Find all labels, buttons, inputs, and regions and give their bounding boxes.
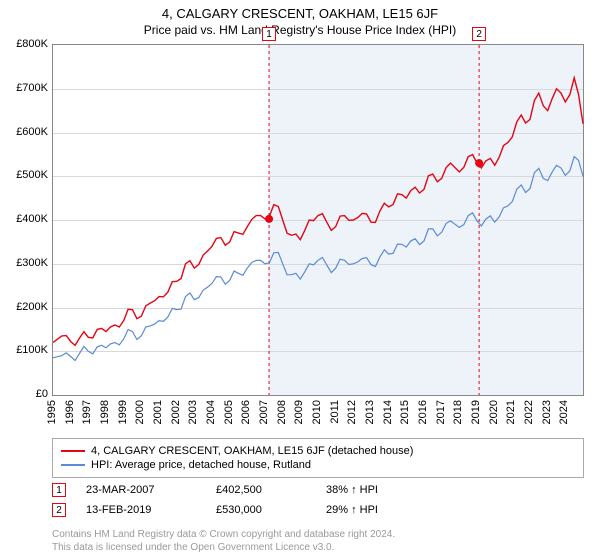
x-axis-label: 2007 [258,400,270,424]
attribution-line: This data is licensed under the Open Gov… [52,542,584,555]
x-axis-label: 2015 [399,400,411,424]
series-line [53,157,583,361]
sale-date: 23-MAR-2007 [86,484,196,496]
sale-date: 13-FEB-2019 [86,504,196,516]
x-axis-label: 2009 [293,400,305,424]
x-axis-label: 2013 [364,400,376,424]
y-axis-label: £200K [4,301,48,313]
x-axis-label: 2020 [488,400,500,424]
sale-marker-icon: 1 [52,483,66,497]
chart-subtitle: Price paid vs. HM Land Registry's House … [0,21,600,41]
x-axis-label: 2008 [276,400,288,424]
x-axis-label: 2023 [541,400,553,424]
sales-table: 1 23-MAR-2007 £402,500 38% ↑ HPI 2 13-FE… [52,480,584,520]
sale-marker-icon: 2 [52,503,66,517]
sale-row: 2 13-FEB-2019 £530,000 29% ↑ HPI [52,500,584,520]
x-axis-label: 2001 [152,400,164,424]
x-axis-label: 1999 [117,400,129,424]
y-axis-label: £100K [4,344,48,356]
x-axis-label: 1997 [81,400,93,424]
sale-delta: 38% ↑ HPI [326,484,416,496]
sale-row: 1 23-MAR-2007 £402,500 38% ↑ HPI [52,480,584,500]
sale-marker-flag: 2 [472,27,486,41]
y-axis-label: £600K [4,126,48,138]
x-axis-label: 2019 [470,400,482,424]
x-axis-label: 2016 [417,400,429,424]
chart-title: 4, CALGARY CRESCENT, OAKHAM, LE15 6JF [0,0,600,21]
sale-marker-flag: 1 [262,27,276,41]
x-axis-label: 2006 [240,400,252,424]
x-axis-label: 2002 [170,400,182,424]
x-axis-label: 1996 [64,400,76,424]
y-axis-label: £0 [4,388,48,400]
plot-area: 12 [52,44,584,396]
attribution: Contains HM Land Registry data © Crown c… [52,529,584,554]
x-axis-label: 2022 [523,400,535,424]
sale-price: £402,500 [216,484,306,496]
y-axis-label: £300K [4,257,48,269]
y-axis-label: £800K [4,38,48,50]
x-axis-label: 2000 [134,400,146,424]
x-axis-label: 2024 [558,400,570,424]
x-axis-label: 2003 [187,400,199,424]
chart-svg [53,45,583,395]
y-axis-label: £500K [4,169,48,181]
x-axis-label: 2014 [382,400,394,424]
attribution-line: Contains HM Land Registry data © Crown c… [52,529,584,542]
series-line [53,78,583,346]
sale-delta: 29% ↑ HPI [326,504,416,516]
y-axis-label: £400K [4,213,48,225]
x-axis-label: 2012 [346,400,358,424]
x-axis-label: 2017 [435,400,447,424]
legend-swatch [61,464,85,466]
x-axis-label: 1995 [46,400,58,424]
x-axis-label: 2005 [223,400,235,424]
x-axis-label: 2021 [505,400,517,424]
x-axis-label: 2011 [329,400,341,424]
x-axis-label: 2010 [311,400,323,424]
x-axis-label: 1998 [99,400,111,424]
legend-item: HPI: Average price, detached house, Rutl… [61,458,575,472]
legend-label: 4, CALGARY CRESCENT, OAKHAM, LE15 6JF (d… [91,445,413,457]
legend: 4, CALGARY CRESCENT, OAKHAM, LE15 6JF (d… [52,438,584,478]
x-axis-label: 2018 [452,400,464,424]
y-axis-label: £700K [4,82,48,94]
legend-item: 4, CALGARY CRESCENT, OAKHAM, LE15 6JF (d… [61,444,575,458]
legend-label: HPI: Average price, detached house, Rutl… [91,459,311,471]
sale-price: £530,000 [216,504,306,516]
x-axis-label: 2004 [205,400,217,424]
legend-swatch [61,450,85,452]
chart-container: 4, CALGARY CRESCENT, OAKHAM, LE15 6JF Pr… [0,0,600,560]
